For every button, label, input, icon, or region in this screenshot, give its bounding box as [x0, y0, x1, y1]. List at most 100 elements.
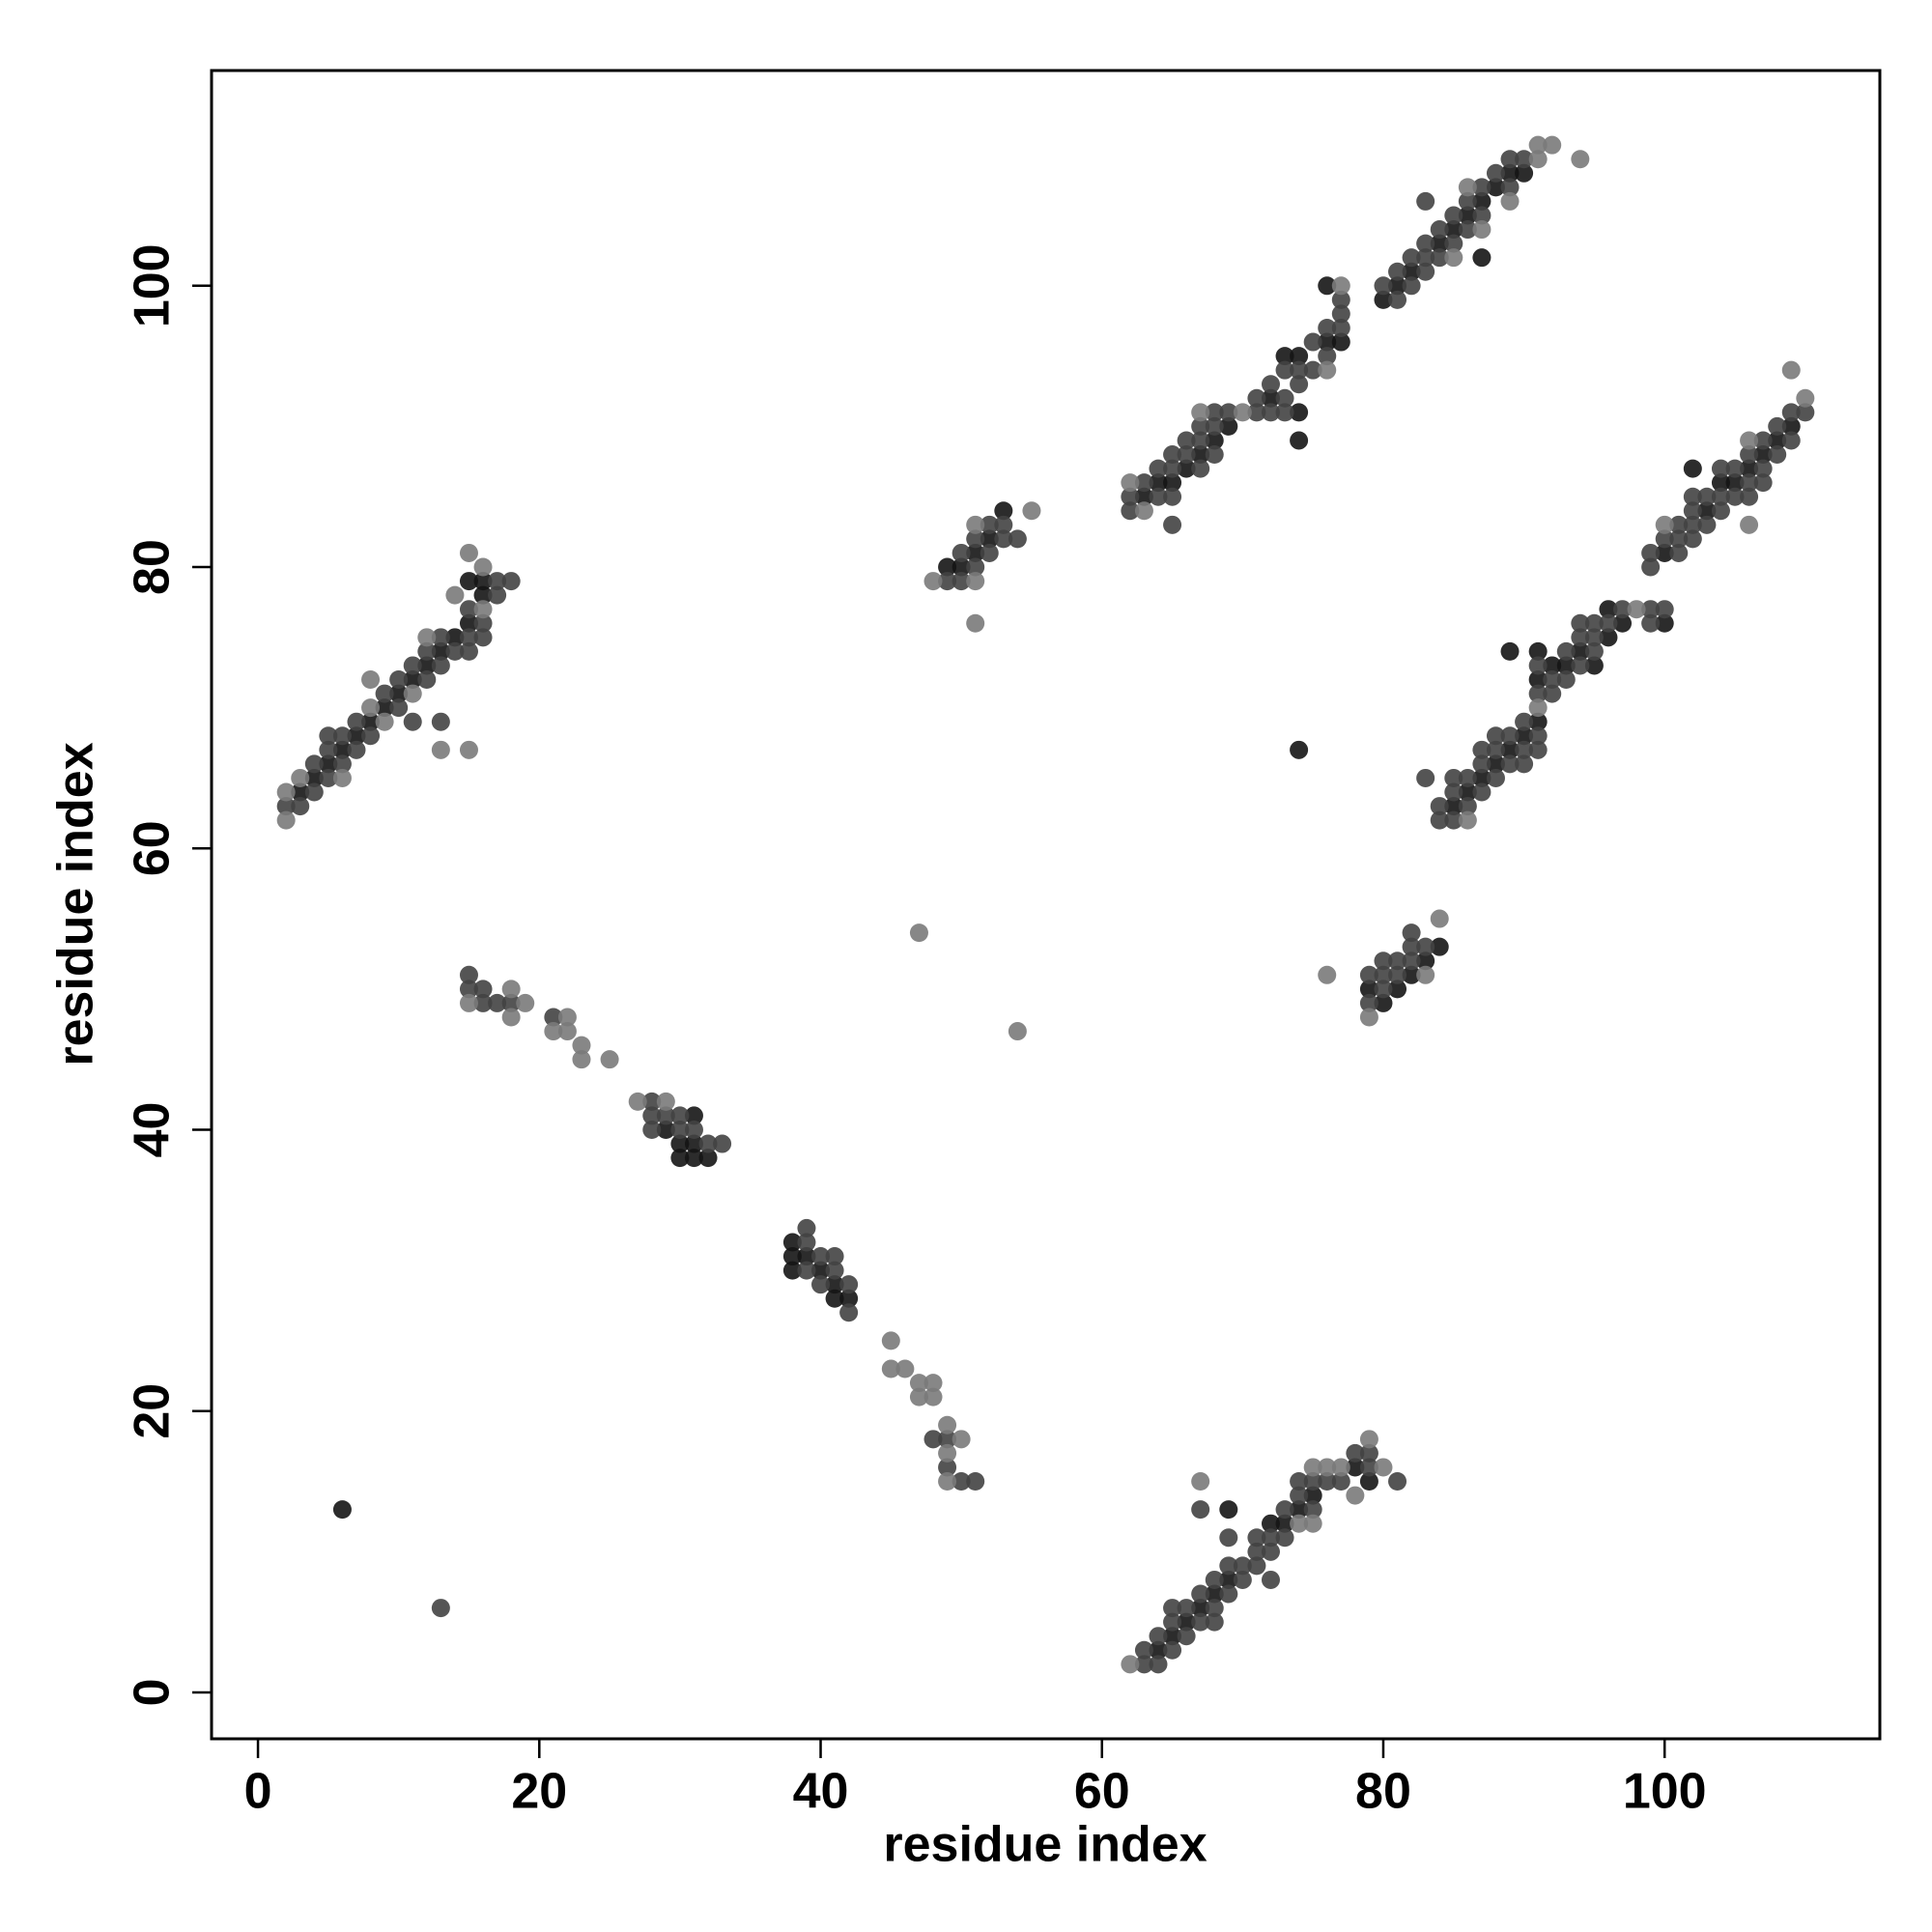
point	[1290, 1486, 1309, 1505]
point	[1149, 473, 1168, 493]
point	[923, 1374, 943, 1393]
point	[909, 1387, 928, 1406]
point	[1416, 234, 1435, 253]
point	[1486, 163, 1505, 183]
point	[1374, 965, 1393, 984]
point	[1121, 501, 1140, 521]
point	[1331, 1472, 1350, 1492]
point	[1683, 487, 1702, 506]
point	[1149, 1655, 1168, 1674]
point	[1134, 473, 1153, 493]
point	[782, 1247, 802, 1266]
point	[557, 1022, 577, 1041]
point	[431, 628, 450, 647]
point	[1655, 600, 1674, 619]
point	[1683, 501, 1702, 521]
point	[1472, 220, 1492, 240]
point	[881, 1359, 900, 1378]
x-axis-label: residue index	[883, 1817, 1207, 1873]
point	[782, 1233, 802, 1252]
point	[1149, 1627, 1168, 1646]
point	[1191, 1599, 1210, 1618]
point	[403, 670, 422, 690]
point	[1275, 1528, 1294, 1548]
point	[1753, 459, 1773, 478]
point	[811, 1261, 831, 1280]
point	[1543, 670, 1562, 690]
point	[1430, 797, 1449, 816]
point	[1528, 712, 1548, 731]
point	[1444, 810, 1463, 830]
point	[1402, 923, 1421, 943]
point	[1331, 290, 1350, 309]
point	[1205, 1599, 1224, 1618]
point	[1416, 937, 1435, 956]
point	[1331, 332, 1350, 352]
y-tick-label: 20	[125, 1383, 181, 1439]
point	[1177, 1627, 1196, 1646]
point	[1543, 684, 1562, 703]
point	[1584, 613, 1604, 633]
point	[501, 1008, 521, 1027]
point	[1121, 487, 1140, 506]
point	[1275, 1500, 1294, 1520]
point	[1740, 459, 1759, 478]
point	[1444, 220, 1463, 240]
point	[544, 1022, 563, 1041]
point	[516, 993, 535, 1012]
point	[1261, 388, 1280, 408]
point	[797, 1218, 816, 1237]
point	[1458, 220, 1477, 240]
point	[1374, 980, 1393, 999]
point	[1669, 543, 1689, 562]
point	[1219, 416, 1238, 436]
point	[1191, 445, 1210, 465]
point	[1134, 501, 1153, 521]
point	[459, 993, 478, 1012]
point	[1205, 1584, 1224, 1604]
point	[304, 782, 324, 802]
point	[1359, 1472, 1378, 1492]
point	[952, 1472, 971, 1492]
point	[1359, 993, 1378, 1012]
point	[501, 993, 521, 1012]
point	[1402, 937, 1421, 956]
point	[1290, 375, 1309, 394]
point	[1528, 740, 1548, 759]
point	[825, 1275, 844, 1294]
point	[628, 1092, 647, 1111]
point	[319, 726, 338, 746]
point	[1219, 1584, 1238, 1604]
point	[1472, 754, 1492, 774]
point	[713, 1134, 732, 1153]
point	[1430, 909, 1449, 928]
point	[966, 529, 985, 549]
point	[1444, 234, 1463, 253]
plot-frame	[210, 69, 1882, 1741]
point	[1191, 1612, 1210, 1632]
point	[1359, 1008, 1378, 1027]
point	[1697, 515, 1717, 534]
point	[319, 740, 338, 759]
point	[994, 529, 1013, 549]
point	[1740, 431, 1759, 450]
point	[375, 698, 394, 718]
point	[347, 712, 366, 731]
y-tick-label: 40	[125, 1102, 181, 1158]
point	[1486, 178, 1505, 197]
point	[1359, 965, 1378, 984]
x-tick-label: 0	[244, 1764, 272, 1820]
point	[1346, 1458, 1365, 1477]
point	[1388, 262, 1407, 281]
point	[572, 1036, 591, 1055]
point	[1543, 135, 1562, 155]
point	[1318, 965, 1337, 984]
point	[1571, 656, 1590, 675]
point	[938, 1415, 957, 1435]
point	[1500, 726, 1520, 746]
point	[361, 698, 381, 718]
point	[1500, 641, 1520, 661]
point	[1444, 248, 1463, 268]
point	[1430, 248, 1449, 268]
point	[1163, 1640, 1182, 1660]
